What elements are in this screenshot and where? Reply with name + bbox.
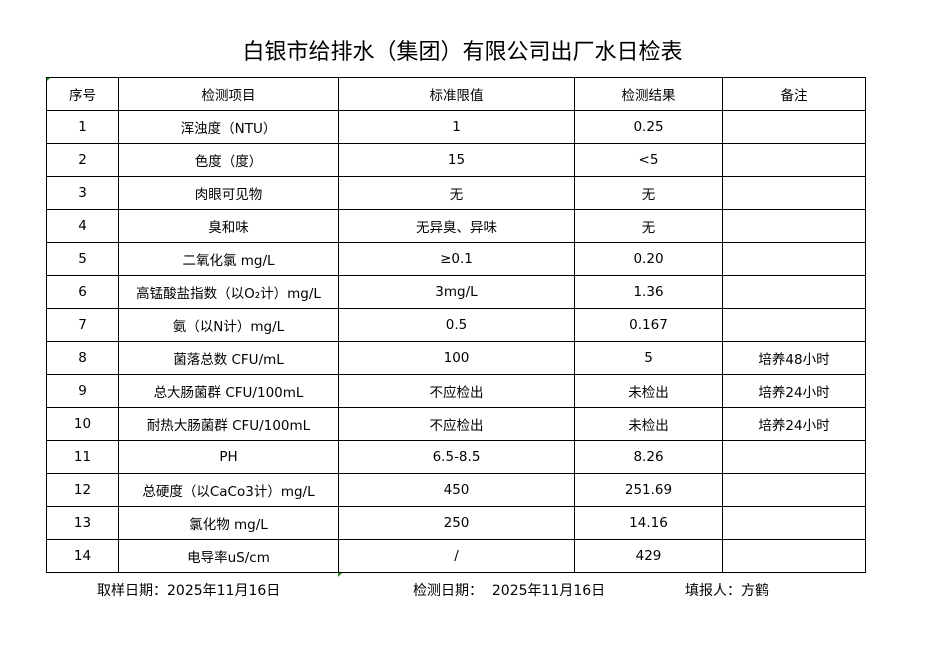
remark-cell: 培养24小时 <box>722 407 866 441</box>
row-number-cell: 12 <box>46 473 119 507</box>
remark-cell <box>722 110 866 144</box>
test-result-cell: 1.36 <box>574 275 723 309</box>
test-item-cell: 耐热大肠菌群 CFU/100mL <box>118 407 339 441</box>
table-row: 4 臭和味 无异臭、异味无 <box>46 209 866 243</box>
remark-cell: 培养48小时 <box>722 341 866 375</box>
standard-limit-cell: / <box>338 539 575 573</box>
standard-limit-cell: 100 <box>338 341 575 375</box>
row-number-cell: 8 <box>46 341 119 375</box>
test-result-cell: 429 <box>574 539 723 573</box>
test-date: 检测日期： 2025年11月16日 <box>413 583 606 599</box>
test-item-cell: 色度（度） <box>118 143 339 177</box>
standard-limit-cell: 不应检出 <box>338 374 575 408</box>
test-item-cell: 浑浊度（NTU） <box>118 110 339 144</box>
standard-limit-cell: 15 <box>338 143 575 177</box>
table-row: 12 总硬度（以CaCo3计）mg/L 450 251.69 <box>46 473 866 507</box>
remark-cell <box>722 506 866 540</box>
test-result-cell: 无 <box>574 176 723 210</box>
remark-cell <box>722 275 866 309</box>
header-cell: 检测结果 <box>574 77 723 111</box>
test-result-cell: 无 <box>574 209 723 243</box>
header-cell: 检测项目 <box>118 77 339 111</box>
row-number-cell: 10 <box>46 407 119 441</box>
standard-limit-cell: 6.5-8.5 <box>338 440 575 474</box>
test-item-cell: 二氧化氯 mg/L <box>118 242 339 276</box>
page-title: 白银市给排水（集团）有限公司出厂水日检表 <box>242 40 683 65</box>
remark-cell <box>722 209 866 243</box>
table-row: 6 高锰酸盐指数（以O₂计）mg/L 3mg/L 1.36 <box>46 275 866 309</box>
test-item-cell: 菌落总数 CFU/mL <box>118 341 339 375</box>
table-row: 13 氯化物 mg/L 250 14.16 <box>46 506 866 540</box>
remark-cell <box>722 143 866 177</box>
test-item-cell: 总大肠菌群 CFU/100mL <box>118 374 339 408</box>
table-row: 8 菌落总数 CFU/mL 100 5 培养48小时 <box>46 341 866 375</box>
standard-limit-cell: 无异臭、异味 <box>338 209 575 243</box>
test-result-cell: 251.69 <box>574 473 723 507</box>
table-row: 2 色度（度） 15 <5 <box>46 143 866 177</box>
remark-cell <box>722 308 866 342</box>
reporter: 填报人：方鹤 <box>685 583 769 599</box>
inspection-table: 序号 检测项目 标准限值 检测结果 备注 1 浑浊度（NTU） 1 0.25 2 色度（度… <box>46 77 866 573</box>
remark-cell <box>722 539 866 573</box>
header-cell: 备注 <box>722 77 866 111</box>
remark-cell <box>722 242 866 276</box>
row-number-cell: 14 <box>46 539 119 573</box>
standard-limit-cell: 0.5 <box>338 308 575 342</box>
standard-limit-cell: 无 <box>338 176 575 210</box>
test-result-cell: 8.26 <box>574 440 723 474</box>
standard-limit-cell: 不应检出 <box>338 407 575 441</box>
row-number-cell: 6 <box>46 275 119 309</box>
test-result-cell: <5 <box>574 143 723 177</box>
row-number-cell: 13 <box>46 506 119 540</box>
header-cell: 标准限值 <box>338 77 575 111</box>
row-number-cell: 5 <box>46 242 119 276</box>
cell-marker <box>338 572 343 577</box>
table-row: 5 二氧化氯 mg/L ≥0.1 0.20 <box>46 242 866 276</box>
test-item-cell: 肉眼可见物 <box>118 176 339 210</box>
remark-cell <box>722 176 866 210</box>
standard-limit-cell: 450 <box>338 473 575 507</box>
test-result-cell: 0.20 <box>574 242 723 276</box>
table-row: 10 耐热大肠菌群 CFU/100mL 不应检出 未检出 培养24小时 <box>46 407 866 441</box>
table-row: 7 氨（以N计）mg/L 0.5 0.167 <box>46 308 866 342</box>
test-item-cell: 电导率uS/cm <box>118 539 339 573</box>
test-item-cell: 总硬度（以CaCo3计）mg/L <box>118 473 339 507</box>
row-number-cell: 7 <box>46 308 119 342</box>
row-number-cell: 1 <box>46 110 119 144</box>
test-item-cell: 氨（以N计）mg/L <box>118 308 339 342</box>
table-row: 1 浑浊度（NTU） 1 0.25 <box>46 110 866 144</box>
test-item-cell: 臭和味 <box>118 209 339 243</box>
test-result-cell: 0.167 <box>574 308 723 342</box>
standard-limit-cell: 3mg/L <box>338 275 575 309</box>
sampling-date: 取样日期：2025年11月16日 <box>97 583 281 599</box>
remark-cell <box>722 473 866 507</box>
header-cell: 序号 <box>46 77 119 111</box>
row-number-cell: 11 <box>46 440 119 474</box>
test-result-cell: 未检出 <box>574 407 723 441</box>
test-item-cell: 氯化物 mg/L <box>118 506 339 540</box>
test-result-cell: 0.25 <box>574 110 723 144</box>
standard-limit-cell: 1 <box>338 110 575 144</box>
test-item-cell: 高锰酸盐指数（以O₂计）mg/L <box>118 275 339 309</box>
remark-cell: 培养24小时 <box>722 374 866 408</box>
remark-cell <box>722 440 866 474</box>
test-item-cell: PH <box>118 440 339 474</box>
row-number-cell: 9 <box>46 374 119 408</box>
standard-limit-cell: 250 <box>338 506 575 540</box>
row-number-cell: 2 <box>46 143 119 177</box>
standard-limit-cell: ≥0.1 <box>338 242 575 276</box>
row-number-cell: 4 <box>46 209 119 243</box>
table-row: 14 电导率uS/cm/429 <box>46 539 866 573</box>
table-row: 11 PH 6.5-8.5 8.26 <box>46 440 866 474</box>
table-row: 3 肉眼可见物无无 <box>46 176 866 210</box>
test-result-cell: 5 <box>574 341 723 375</box>
test-result-cell: 14.16 <box>574 506 723 540</box>
test-result-cell: 未检出 <box>574 374 723 408</box>
table-header-row: 序号 检测项目 标准限值 检测结果 备注 <box>46 77 866 111</box>
table-row: 9 总大肠菌群 CFU/100mL 不应检出 未检出 培养24小时 <box>46 374 866 408</box>
row-number-cell: 3 <box>46 176 119 210</box>
